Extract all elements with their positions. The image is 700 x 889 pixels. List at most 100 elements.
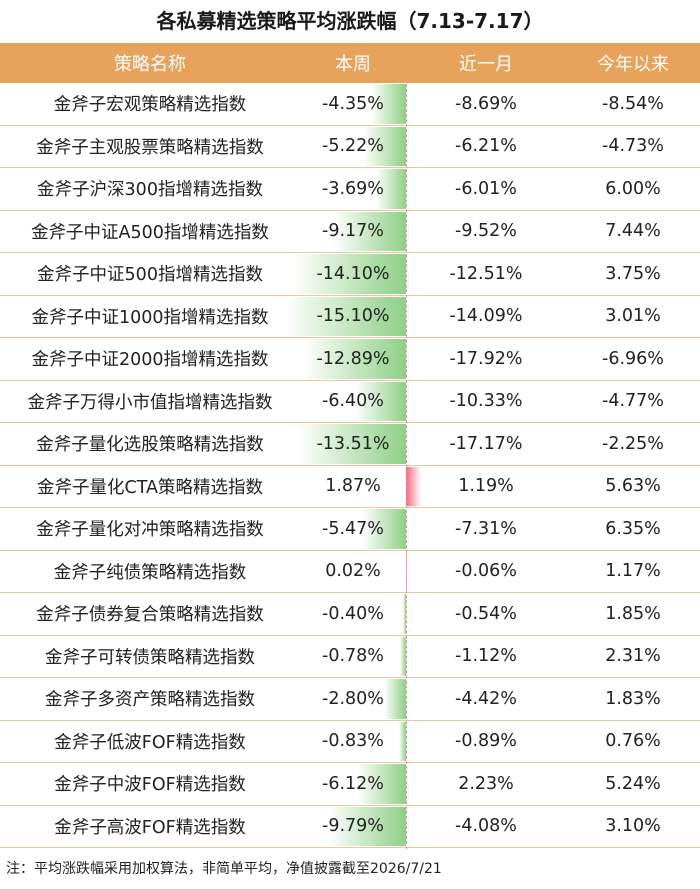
strategy-name-cell-text: 金斧子量化对冲策略精选指数 xyxy=(36,520,264,541)
strategy-name-cell: 金斧子沪深300指增精选指数 xyxy=(0,176,300,201)
strategy-name-cell-text: 金斧子中证2000指增精选指数 xyxy=(31,350,269,371)
strategy-name-cell: 金斧子低波FOF精选指数 xyxy=(0,729,300,754)
week-value-cell-text: 0.02% xyxy=(325,561,381,582)
footnote: 注：平均涨跌幅采用加权算法，非简单平均，净值披露截至2026/7/21 xyxy=(6,861,442,877)
table-row: 金斧子低波FOF精选指数 -0.83% -0.89% 0.76% xyxy=(0,721,700,763)
month-value-cell: -10.33% xyxy=(406,391,566,411)
ytd-value-cell: -2.25% xyxy=(566,434,700,454)
week-value-cell-text: -6.12% xyxy=(322,773,384,794)
ytd-value-cell-text: 2.31% xyxy=(605,646,661,667)
strategy-name-cell-text: 金斧子高波FOF精选指数 xyxy=(54,817,246,838)
strategy-name-cell-text: 金斧子量化CTA策略精选指数 xyxy=(36,477,264,498)
strategy-name-cell: 金斧子可转债策略精选指数 xyxy=(0,644,300,669)
month-value-cell: -9.52% xyxy=(406,221,566,241)
ytd-value-cell: 3.10% xyxy=(566,816,700,836)
week-value-cell: -13.51% xyxy=(300,434,406,454)
ytd-value-cell: 6.35% xyxy=(566,519,700,539)
month-value-cell-text: -0.06% xyxy=(455,561,517,582)
table-row: 金斧子中证2000指增精选指数 -12.89% -17.92% -6.96% xyxy=(0,338,700,381)
ytd-value-cell: 2.31% xyxy=(566,646,700,666)
table-row: 金斧子量化对冲策略精选指数 -5.47% -7.31% 6.35% xyxy=(0,508,700,551)
month-value-cell-text: -17.92% xyxy=(449,348,523,369)
ytd-value-cell-text: 5.63% xyxy=(605,476,661,497)
strategy-name-cell: 金斧子高波FOF精选指数 xyxy=(0,814,300,839)
table-row: 金斧子中证500指增精选指数 -14.10% -12.51% 3.75% xyxy=(0,253,700,296)
ytd-value-cell-text: 3.10% xyxy=(605,816,661,837)
month-value-cell: -14.09% xyxy=(406,306,566,326)
ytd-value-cell-text: 7.44% xyxy=(605,221,661,242)
ytd-value-cell-text: 6.00% xyxy=(605,178,661,199)
week-value-cell-text: -13.51% xyxy=(316,433,390,454)
month-value-cell-text: -6.01% xyxy=(455,178,517,199)
week-value-cell: -0.40% xyxy=(300,604,406,624)
strategy-name-cell-text: 金斧子宏观策略精选指数 xyxy=(53,95,247,116)
month-value-cell-text: -10.33% xyxy=(449,391,523,412)
week-value-cell-text: -5.47% xyxy=(322,518,384,539)
ytd-value-cell: 6.00% xyxy=(566,179,700,199)
week-value-cell: -9.79% xyxy=(300,816,406,836)
strategy-name-cell-text: 金斧子中证500指增精选指数 xyxy=(37,265,263,286)
ytd-value-cell: -4.77% xyxy=(566,391,700,411)
strategy-name-cell: 金斧子多资产策略精选指数 xyxy=(0,686,300,711)
ytd-value-cell-text: 1.83% xyxy=(605,688,661,709)
week-value-cell: -15.10% xyxy=(300,306,406,326)
ytd-value-cell-text: 3.75% xyxy=(605,263,661,284)
chart-title: 各私募精选策略平均涨跌幅（7.13-7.17） xyxy=(156,9,544,33)
strategy-name-cell: 金斧子纯债策略精选指数 xyxy=(0,559,300,584)
header-month: 近一月 xyxy=(459,54,513,75)
month-value-cell: -1.12% xyxy=(406,646,566,666)
month-value-cell: 2.23% xyxy=(406,774,566,794)
month-value-cell: -4.42% xyxy=(406,689,566,709)
week-value-cell: -3.69% xyxy=(300,179,406,199)
week-value-cell: -6.40% xyxy=(300,391,406,411)
header-ytd: 今年以来 xyxy=(597,54,669,75)
table-header: 策略名称 本周 近一月 今年以来 xyxy=(0,43,700,83)
week-value-cell: -5.22% xyxy=(300,136,406,156)
week-value-cell: 1.87% xyxy=(300,476,406,496)
table-row: 金斧子债券复合策略精选指数 -0.40% -0.54% 1.85% xyxy=(0,593,700,636)
month-value-cell-text: -4.42% xyxy=(455,688,517,709)
strategy-name-cell: 金斧子中证1000指增精选指数 xyxy=(0,304,300,329)
ytd-value-cell: 3.75% xyxy=(566,264,700,284)
table-row: 金斧子量化CTA策略精选指数 1.87% 1.19% 5.63% xyxy=(0,466,700,508)
ytd-value-cell-text: -4.77% xyxy=(602,391,664,412)
strategy-name-cell-text: 金斧子中证1000指增精选指数 xyxy=(31,307,269,328)
strategy-name-cell: 金斧子量化选股策略精选指数 xyxy=(0,431,300,456)
strategy-name-cell: 金斧子中证500指增精选指数 xyxy=(0,261,300,286)
month-value-cell-text: -0.89% xyxy=(455,731,517,752)
month-value-cell-text: -9.52% xyxy=(455,221,517,242)
month-value-cell-text: -17.17% xyxy=(449,433,523,454)
month-value-cell-text: -12.51% xyxy=(449,263,523,284)
strategy-name-cell: 金斧子万得小市值指增精选指数 xyxy=(0,389,300,414)
ytd-value-cell: 5.24% xyxy=(566,774,700,794)
week-value-cell-text: -4.35% xyxy=(322,93,384,114)
month-value-cell-text: -6.21% xyxy=(455,136,517,157)
ytd-value-cell: 5.63% xyxy=(566,476,700,496)
strategy-name-cell: 金斧子债券复合策略精选指数 xyxy=(0,601,300,626)
ytd-value-cell: 0.76% xyxy=(566,731,700,751)
month-value-cell: 1.19% xyxy=(406,476,566,496)
table-row: 金斧子高波FOF精选指数 -9.79% -4.08% 3.10% xyxy=(0,806,700,848)
table-row: 金斧子沪深300指增精选指数 -3.69% -6.01% 6.00% xyxy=(0,168,700,211)
strategy-name-cell: 金斧子主观股票策略精选指数 xyxy=(0,134,300,159)
table-row: 金斧子多资产策略精选指数 -2.80% -4.42% 1.83% xyxy=(0,678,700,721)
week-value-cell: -12.89% xyxy=(300,349,406,369)
week-value-cell: 0.02% xyxy=(300,561,406,581)
strategy-name-cell-text: 金斧子纯债策略精选指数 xyxy=(53,562,247,583)
week-value-cell-text: -9.17% xyxy=(322,221,384,242)
month-value-cell-text: 2.23% xyxy=(458,773,514,794)
ytd-value-cell-text: 0.76% xyxy=(605,731,661,752)
week-value-cell-text: -9.79% xyxy=(322,816,384,837)
ytd-value-cell-text: 1.85% xyxy=(605,603,661,624)
strategy-name-cell: 金斧子中波FOF精选指数 xyxy=(0,771,300,796)
week-value-cell-text: -0.83% xyxy=(322,731,384,752)
week-value-cell: -5.47% xyxy=(300,519,406,539)
strategy-name-cell-text: 金斧子万得小市值指增精选指数 xyxy=(27,392,273,413)
strategy-name-cell-text: 金斧子中证A500指增精选指数 xyxy=(31,222,269,243)
month-value-cell-text: -0.54% xyxy=(455,603,517,624)
month-value-cell-text: -14.09% xyxy=(449,306,523,327)
week-value-cell-text: -15.10% xyxy=(316,306,390,327)
ytd-value-cell-text: -4.73% xyxy=(602,136,664,157)
ytd-value-cell: 1.83% xyxy=(566,689,700,709)
